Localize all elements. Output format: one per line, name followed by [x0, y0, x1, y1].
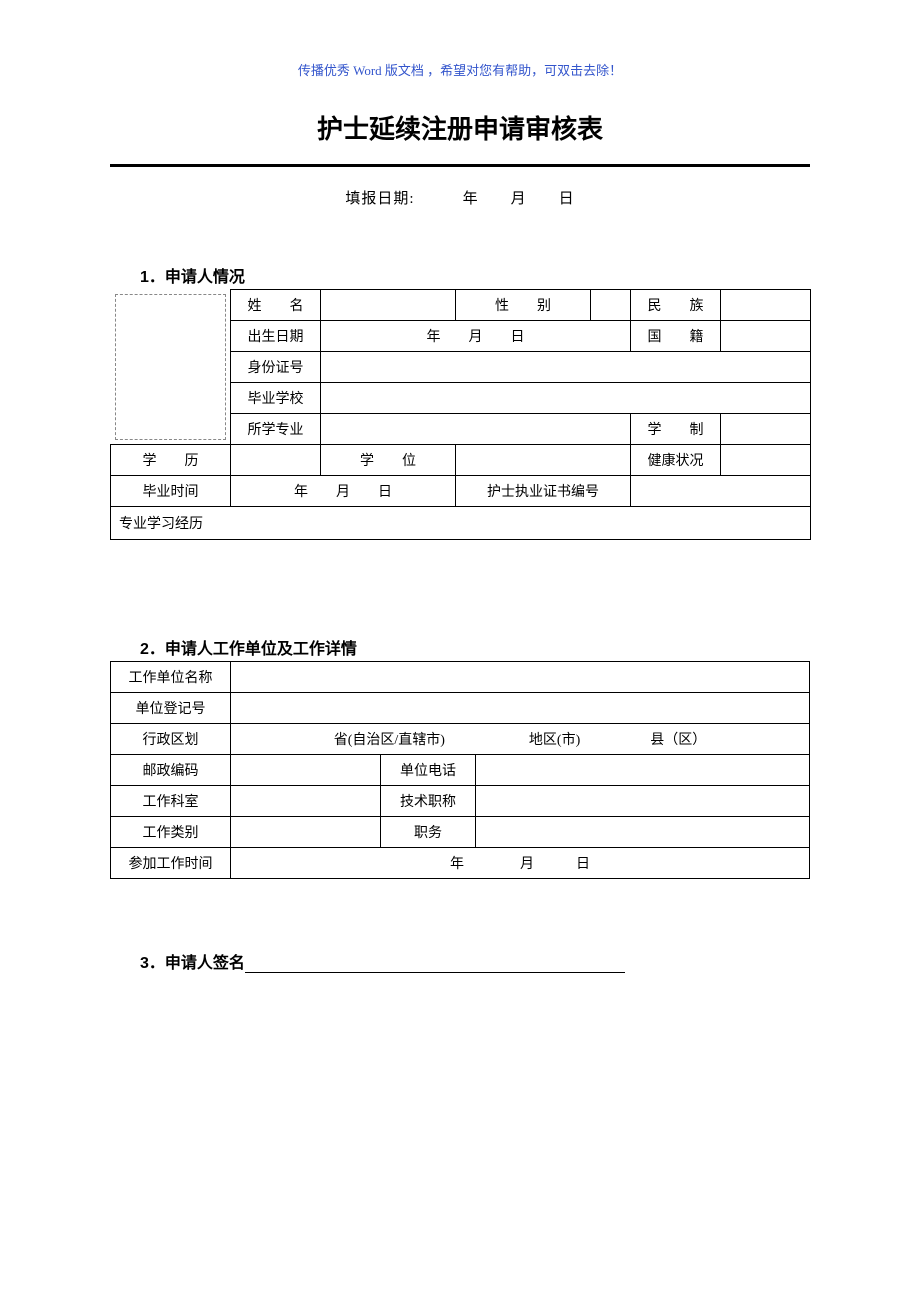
section1-heading: 1．申请人情况	[110, 263, 810, 287]
value-postcode[interactable]	[231, 755, 381, 786]
value-work-type[interactable]	[231, 817, 381, 848]
value-idno[interactable]	[321, 352, 811, 383]
value-cert-no[interactable]	[631, 476, 811, 507]
document-page: 传播优秀 Word 版文档 ，希望对您有帮助，可双击去除！ 护士延续注册申请审核…	[0, 0, 920, 1055]
value-major[interactable]	[321, 414, 631, 445]
value-edu-system[interactable]	[721, 414, 811, 445]
header-note: 传播优秀 Word 版文档 ，希望对您有帮助，可双击去除！	[110, 60, 810, 79]
value-position[interactable]	[476, 817, 810, 848]
label-degree: 学 位	[321, 445, 456, 476]
table-row: 单位登记号	[111, 693, 810, 724]
value-start-work[interactable]: 年 月 日	[231, 848, 810, 879]
label-major: 所学专业	[231, 414, 321, 445]
table-row: 行政区划 省(自治区/直辖市) 地区(市) 县（区）	[111, 724, 810, 755]
value-grad-time[interactable]: 年 月 日	[231, 476, 456, 507]
value-school[interactable]	[321, 383, 811, 414]
label-ethnic: 民 族	[631, 290, 721, 321]
label-work-type: 工作类别	[111, 817, 231, 848]
value-unit-name[interactable]	[231, 662, 810, 693]
label-health: 健康状况	[631, 445, 721, 476]
value-degree[interactable]	[456, 445, 631, 476]
value-nationality[interactable]	[721, 321, 811, 352]
section-gap	[110, 879, 810, 949]
work-unit-table: 工作单位名称 单位登记号 行政区划 省(自治区/直辖市) 地区(市) 县（区） …	[110, 661, 810, 879]
label-school: 毕业学校	[231, 383, 321, 414]
label-postcode: 邮政编码	[111, 755, 231, 786]
label-dept: 工作科室	[111, 786, 231, 817]
table-row: 姓 名 性 别 民 族	[111, 290, 811, 321]
label-idno: 身份证号	[231, 352, 321, 383]
section3-heading: 3．申请人签名	[110, 949, 810, 973]
value-admin-div[interactable]: 省(自治区/直辖市) 地区(市) 县（区）	[231, 724, 810, 755]
label-cert-no: 护士执业证书编号	[456, 476, 631, 507]
table-row: 毕业时间 年 月 日 护士执业证书编号	[111, 476, 811, 507]
fill-date-line: 填报日期: 年 月 日	[110, 187, 810, 208]
label-study-history: 专业学习经历	[119, 517, 203, 532]
label-nationality: 国 籍	[631, 321, 721, 352]
value-health[interactable]	[721, 445, 811, 476]
section-gap	[110, 540, 810, 635]
value-education[interactable]	[231, 445, 321, 476]
label-unit-phone: 单位电话	[381, 755, 476, 786]
value-name[interactable]	[321, 290, 456, 321]
table-row: 学 历 学 位 健康状况	[111, 445, 811, 476]
label-admin-div: 行政区划	[111, 724, 231, 755]
applicant-info-table: 姓 名 性 别 民 族 出生日期 年 月 日 国 籍 身份证号 毕业学校 所学专…	[110, 289, 811, 540]
label-birth: 出生日期	[231, 321, 321, 352]
value-gender[interactable]	[591, 290, 631, 321]
label-tech-title: 技术职称	[381, 786, 476, 817]
value-dept[interactable]	[231, 786, 381, 817]
value-tech-title[interactable]	[476, 786, 810, 817]
table-row: 邮政编码 单位电话	[111, 755, 810, 786]
value-unit-reg[interactable]	[231, 693, 810, 724]
signature-line[interactable]	[245, 972, 625, 973]
label-grad-time: 毕业时间	[111, 476, 231, 507]
value-unit-phone[interactable]	[476, 755, 810, 786]
label-name: 姓 名	[231, 290, 321, 321]
section3-label: 3．申请人签名	[140, 955, 245, 972]
study-history-cell[interactable]: 专业学习经历	[111, 507, 811, 540]
label-gender: 性 别	[456, 290, 591, 321]
section2-heading: 2．申请人工作单位及工作详情	[110, 635, 810, 659]
title-rule	[110, 164, 810, 167]
table-row: 工作单位名称	[111, 662, 810, 693]
table-row: 参加工作时间 年 月 日	[111, 848, 810, 879]
photo-cell	[111, 290, 231, 445]
label-edu-system: 学 制	[631, 414, 721, 445]
label-position: 职务	[381, 817, 476, 848]
document-title: 护士延续注册申请审核表	[110, 109, 810, 146]
label-start-work: 参加工作时间	[111, 848, 231, 879]
table-row: 工作科室 技术职称	[111, 786, 810, 817]
table-row: 专业学习经历	[111, 507, 811, 540]
photo-placeholder	[115, 294, 227, 441]
value-ethnic[interactable]	[721, 290, 811, 321]
table-row: 工作类别 职务	[111, 817, 810, 848]
label-unit-reg: 单位登记号	[111, 693, 231, 724]
label-education: 学 历	[111, 445, 231, 476]
value-birth[interactable]: 年 月 日	[321, 321, 631, 352]
label-unit-name: 工作单位名称	[111, 662, 231, 693]
